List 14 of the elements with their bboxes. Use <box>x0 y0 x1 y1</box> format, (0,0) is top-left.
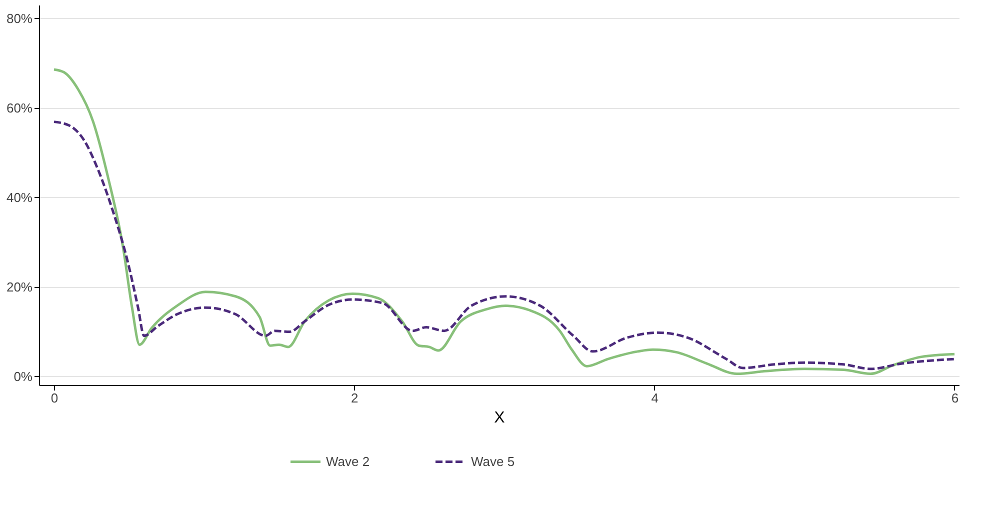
line-series <box>52 120 956 370</box>
x-tick-label: 6 <box>951 390 959 406</box>
y-tick-label: 80% <box>6 10 33 26</box>
y-tick-label: 20% <box>6 279 33 294</box>
x-tick-label: 0 <box>50 390 58 406</box>
legend-label: Wave 5 <box>471 454 515 469</box>
y-tick-label: 0% <box>14 368 33 384</box>
x-tick-label: 4 <box>651 390 658 406</box>
y-tick-label: 60% <box>6 100 33 116</box>
legend-label: Wave 2 <box>326 454 370 469</box>
x-tick-label: 2 <box>351 390 358 406</box>
y-tick-label: 40% <box>6 190 33 205</box>
line-series <box>52 68 956 376</box>
x-axis-title: X <box>494 410 506 426</box>
